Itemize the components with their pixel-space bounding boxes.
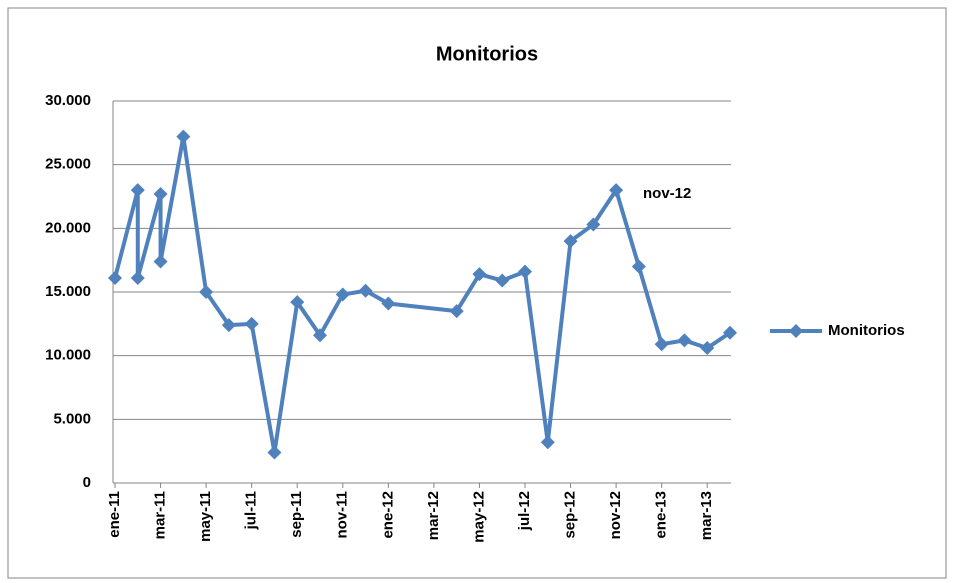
- x-tick-label: ene-11: [106, 491, 123, 538]
- x-tick-label: jul-12: [516, 491, 533, 531]
- chart-title: Monitorios: [436, 43, 538, 65]
- point-marker: [518, 264, 532, 279]
- y-tick-label: 10.000: [45, 347, 91, 364]
- x-tick-label: mar-12: [425, 491, 442, 540]
- x-tick-label: nov-12: [607, 491, 624, 539]
- y-tick-label: 15.000: [45, 283, 91, 300]
- x-tick-label: sep-11: [288, 491, 305, 538]
- point-marker: [108, 270, 122, 285]
- annotation: nov-12: [643, 185, 691, 202]
- point-marker: [153, 186, 168, 201]
- point-marker: [654, 337, 669, 352]
- x-tick-label: sep-12: [562, 491, 579, 539]
- point-marker: [563, 234, 578, 249]
- point-marker: [449, 304, 464, 319]
- point-marker: [267, 445, 282, 460]
- point-marker: [313, 328, 327, 343]
- point-marker: [221, 318, 236, 333]
- point-marker: [153, 254, 168, 269]
- point-marker: [723, 325, 737, 340]
- x-tick-label: may-11: [197, 491, 214, 542]
- y-tick-label: 0: [83, 474, 91, 491]
- legend-label: Monitorios: [828, 322, 905, 339]
- point-marker: [472, 267, 487, 282]
- y-tick-label: 30.000: [45, 92, 91, 109]
- y-tick-label: 5.000: [53, 410, 91, 427]
- y-tick-label: 20.000: [45, 219, 91, 236]
- x-tick-label: mar-13: [698, 491, 715, 540]
- point-marker: [631, 259, 646, 274]
- series-line: [113, 134, 732, 455]
- point-marker: [586, 217, 601, 232]
- point-marker: [609, 183, 624, 198]
- point-marker: [540, 435, 555, 450]
- point-marker: [290, 295, 305, 310]
- y-tick-label: 25.000: [45, 156, 91, 173]
- point-marker: [176, 129, 191, 144]
- x-tick-label: nov-11: [334, 491, 351, 539]
- point-marker: [130, 270, 145, 285]
- point-marker: [677, 333, 692, 348]
- x-tick-label: may-12: [470, 491, 487, 543]
- point-marker: [335, 287, 350, 302]
- x-tick-label: ene-13: [653, 491, 670, 539]
- legend-marker: [789, 324, 803, 338]
- point-marker: [130, 183, 145, 198]
- point-marker: [495, 273, 510, 288]
- point-marker: [358, 283, 373, 298]
- point-marker: [700, 341, 715, 356]
- x-tick-label: mar-11: [152, 491, 169, 539]
- x-tick-label: ene-12: [379, 491, 396, 539]
- point-marker: [381, 296, 396, 311]
- x-tick-label: jul-11: [243, 491, 260, 530]
- point-marker: [199, 285, 214, 299]
- point-marker: [244, 316, 259, 331]
